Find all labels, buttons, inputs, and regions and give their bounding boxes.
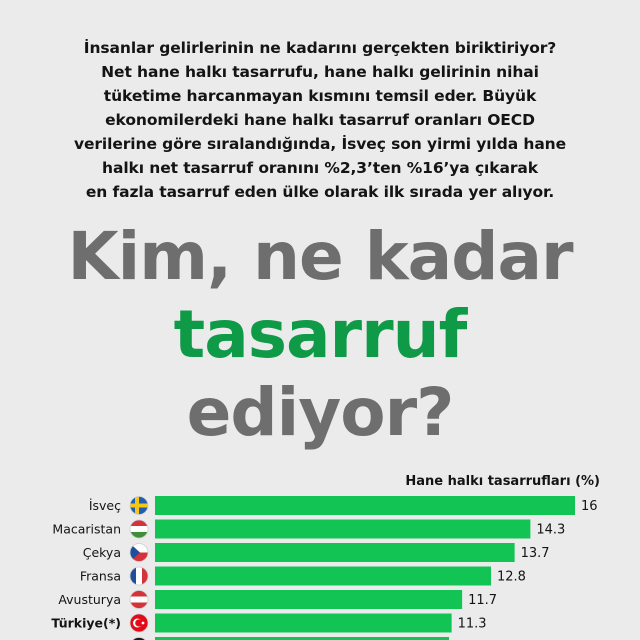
- intro-line: verilerine göre sıralandığında, İsveç so…: [73, 135, 567, 153]
- bar: [155, 566, 491, 586]
- intro-line: halkı net tasarruf oranını %2,3’ten %16’…: [102, 159, 538, 177]
- headline-line-3: ediyor?: [186, 374, 455, 451]
- flag-turkey-icon: [130, 614, 148, 632]
- bar: [155, 496, 575, 515]
- category-label: Fransa: [80, 569, 121, 584]
- headline-line-1: Kim, ne kadar: [67, 218, 573, 295]
- category-label: İsveç: [89, 498, 121, 513]
- intro-line: ekonomilerdeki hane halkı tasarruf oranl…: [105, 111, 535, 129]
- category-label: Avusturya: [58, 592, 121, 607]
- flag-hungary-icon: [130, 520, 148, 538]
- flag-france-icon: [130, 567, 148, 585]
- category-label: Macaristan: [52, 522, 121, 537]
- bar: [155, 590, 463, 609]
- intro-line: İnsanlar gelirlerinin ne kadarını gerçek…: [83, 39, 557, 57]
- bar: [155, 613, 452, 633]
- intro-line: Net hane halkı tasarrufu, hane halkı gel…: [101, 63, 539, 81]
- value-label: 14.3: [536, 523, 565, 538]
- intro-paragraph: İnsanlar gelirlerinin ne kadarını gerçek…: [40, 36, 600, 204]
- category-label: Çekya: [83, 545, 121, 560]
- series-label: Hane halkı tasarrufları (%): [405, 474, 600, 489]
- category-label: Türkiye(*): [51, 616, 121, 631]
- intro-line: tüketime harcanmayan kısmını temsil eder…: [103, 87, 537, 105]
- intro-line: en fazla tasarruf eden ülke olarak ilk s…: [85, 183, 555, 201]
- value-label: 13.7: [521, 546, 550, 561]
- flag-austria-icon: [130, 590, 148, 609]
- bar-row: Fransa 12.8: [80, 566, 526, 586]
- bar: [155, 637, 449, 640]
- flag-sweden-icon: [130, 496, 148, 515]
- headline-line-2: tasarruf: [173, 296, 468, 373]
- bar-row: İsveç 16: [89, 496, 598, 515]
- bar: [155, 519, 531, 539]
- bar-row: Macaristan 14.3: [52, 519, 565, 539]
- bar: [155, 543, 515, 562]
- bar-row: Türkiye(*) 11.3: [51, 613, 487, 633]
- bar-row: Çekya 13.7: [83, 543, 550, 562]
- value-label: 12.8: [497, 570, 526, 585]
- flag-czechia-icon: [130, 543, 148, 562]
- value-label: 11.3: [458, 617, 487, 632]
- value-label: 16: [581, 499, 598, 514]
- bar-row: Avusturya 11.7: [58, 590, 497, 609]
- value-label: 11.7: [468, 593, 497, 608]
- flag-germany-icon: [130, 637, 148, 640]
